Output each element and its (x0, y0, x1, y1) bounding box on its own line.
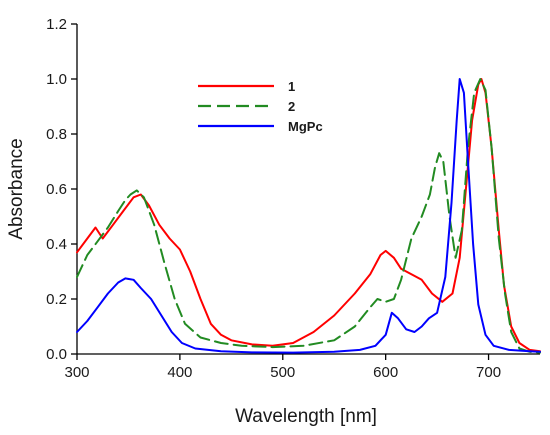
x-tick-label: 700 (476, 364, 501, 381)
y-axis-title: Absorbance (6, 138, 27, 239)
x-axis-title: Wavelength [nm] (235, 406, 377, 427)
y-tick-label: 1.2 (46, 16, 67, 33)
x-tick-label: 400 (167, 364, 192, 381)
y-tick-label: 0.8 (46, 126, 67, 143)
series-line-3 (76, 78, 541, 354)
legend: 1 2 MgPc (198, 79, 323, 134)
legend-label-1: 1 (288, 79, 295, 94)
y-tick-label: 1.0 (46, 71, 67, 88)
tick-labels: 300 400 500 600 700 0.0 0.2 0.4 0.6 0.8 1.0 1.2 (46, 16, 501, 381)
y-tick-label: 0.6 (46, 181, 67, 198)
y-tick-label: 0.4 (46, 236, 67, 253)
ticks (71, 23, 490, 360)
series-line-2 (76, 78, 541, 354)
y-tick-label: 0.2 (46, 291, 67, 308)
y-tick-label: 0.0 (46, 346, 67, 363)
series-layer (76, 78, 541, 354)
x-tick-label: 500 (270, 364, 295, 381)
x-tick-label: 300 (64, 364, 89, 381)
legend-label-3: MgPc (288, 119, 323, 134)
legend-label-2: 2 (288, 99, 295, 114)
x-tick-label: 600 (373, 364, 398, 381)
